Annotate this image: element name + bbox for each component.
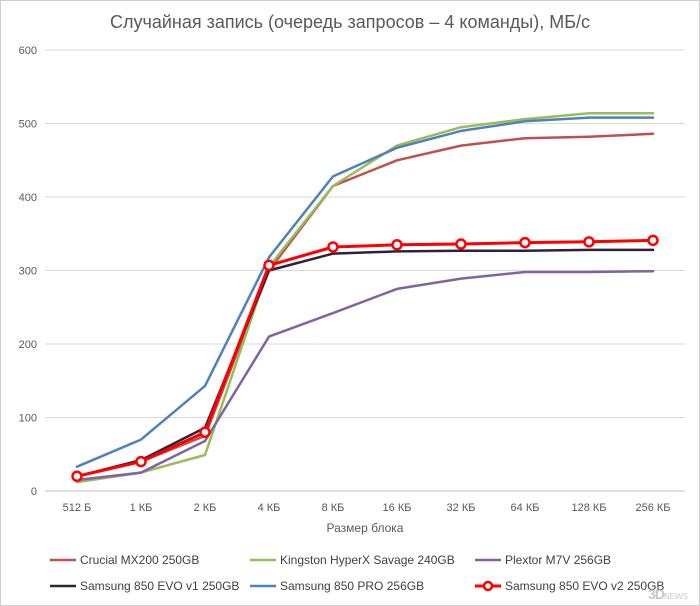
y-tick-label: 200 <box>19 339 37 351</box>
x-axis-title: Размер блока <box>327 521 404 535</box>
data-point <box>455 238 467 250</box>
x-tick-label: 1 КБ <box>130 502 153 514</box>
x-tick-label: 8 КБ <box>322 502 345 514</box>
x-tick-label: 4 КБ <box>258 502 281 514</box>
y-tick-label: 300 <box>19 266 37 278</box>
x-tick-label: 2 КБ <box>194 502 217 514</box>
x-tick-label: 32 КБ <box>447 502 476 514</box>
legend-label: Kingston HyperX Savage 240GB <box>280 553 455 567</box>
y-tick-label: 400 <box>19 192 37 204</box>
x-tick-label: 512 Б <box>63 502 92 514</box>
series-line-5 <box>75 238 655 478</box>
y-tick-label: 0 <box>31 486 37 498</box>
x-tick-label: 256 КБ <box>635 502 670 514</box>
legend-label: Plextor M7V 256GB <box>505 553 611 567</box>
data-point <box>647 234 659 247</box>
data-point <box>327 241 339 253</box>
x-tick-label: 64 КБ <box>511 502 540 514</box>
legend-label: Samsung 850 PRO 256GB <box>280 579 424 593</box>
data-point <box>199 426 211 438</box>
y-tick-label: 100 <box>19 413 37 425</box>
data-point <box>583 236 595 248</box>
series-line-2 <box>75 269 655 482</box>
data-point <box>391 239 403 251</box>
y-tick-label: 500 <box>19 119 37 131</box>
watermark-logo: 3DNEWS <box>648 586 688 602</box>
data-point <box>135 455 147 468</box>
data-point <box>71 470 83 483</box>
chart-title: Случайная запись (очередь запросов – 4 к… <box>109 12 591 32</box>
series-line-3 <box>75 248 655 478</box>
x-tick-label: 16 КБ <box>383 502 412 514</box>
legend-label: Samsung 850 EVO v1 250GB <box>80 579 239 593</box>
legend-marker <box>482 580 494 592</box>
legend-label: Crucial MX200 250GB <box>80 553 199 567</box>
data-point <box>263 259 275 272</box>
series-line-1 <box>75 111 655 484</box>
legend-label: Samsung 850 EVO v2 250GB <box>505 579 664 593</box>
series-line-4 <box>75 116 655 468</box>
y-tick-label: 600 <box>19 45 37 57</box>
x-tick-label: 128 КБ <box>571 502 606 514</box>
series-line-0 <box>75 132 655 478</box>
data-point <box>519 236 531 249</box>
